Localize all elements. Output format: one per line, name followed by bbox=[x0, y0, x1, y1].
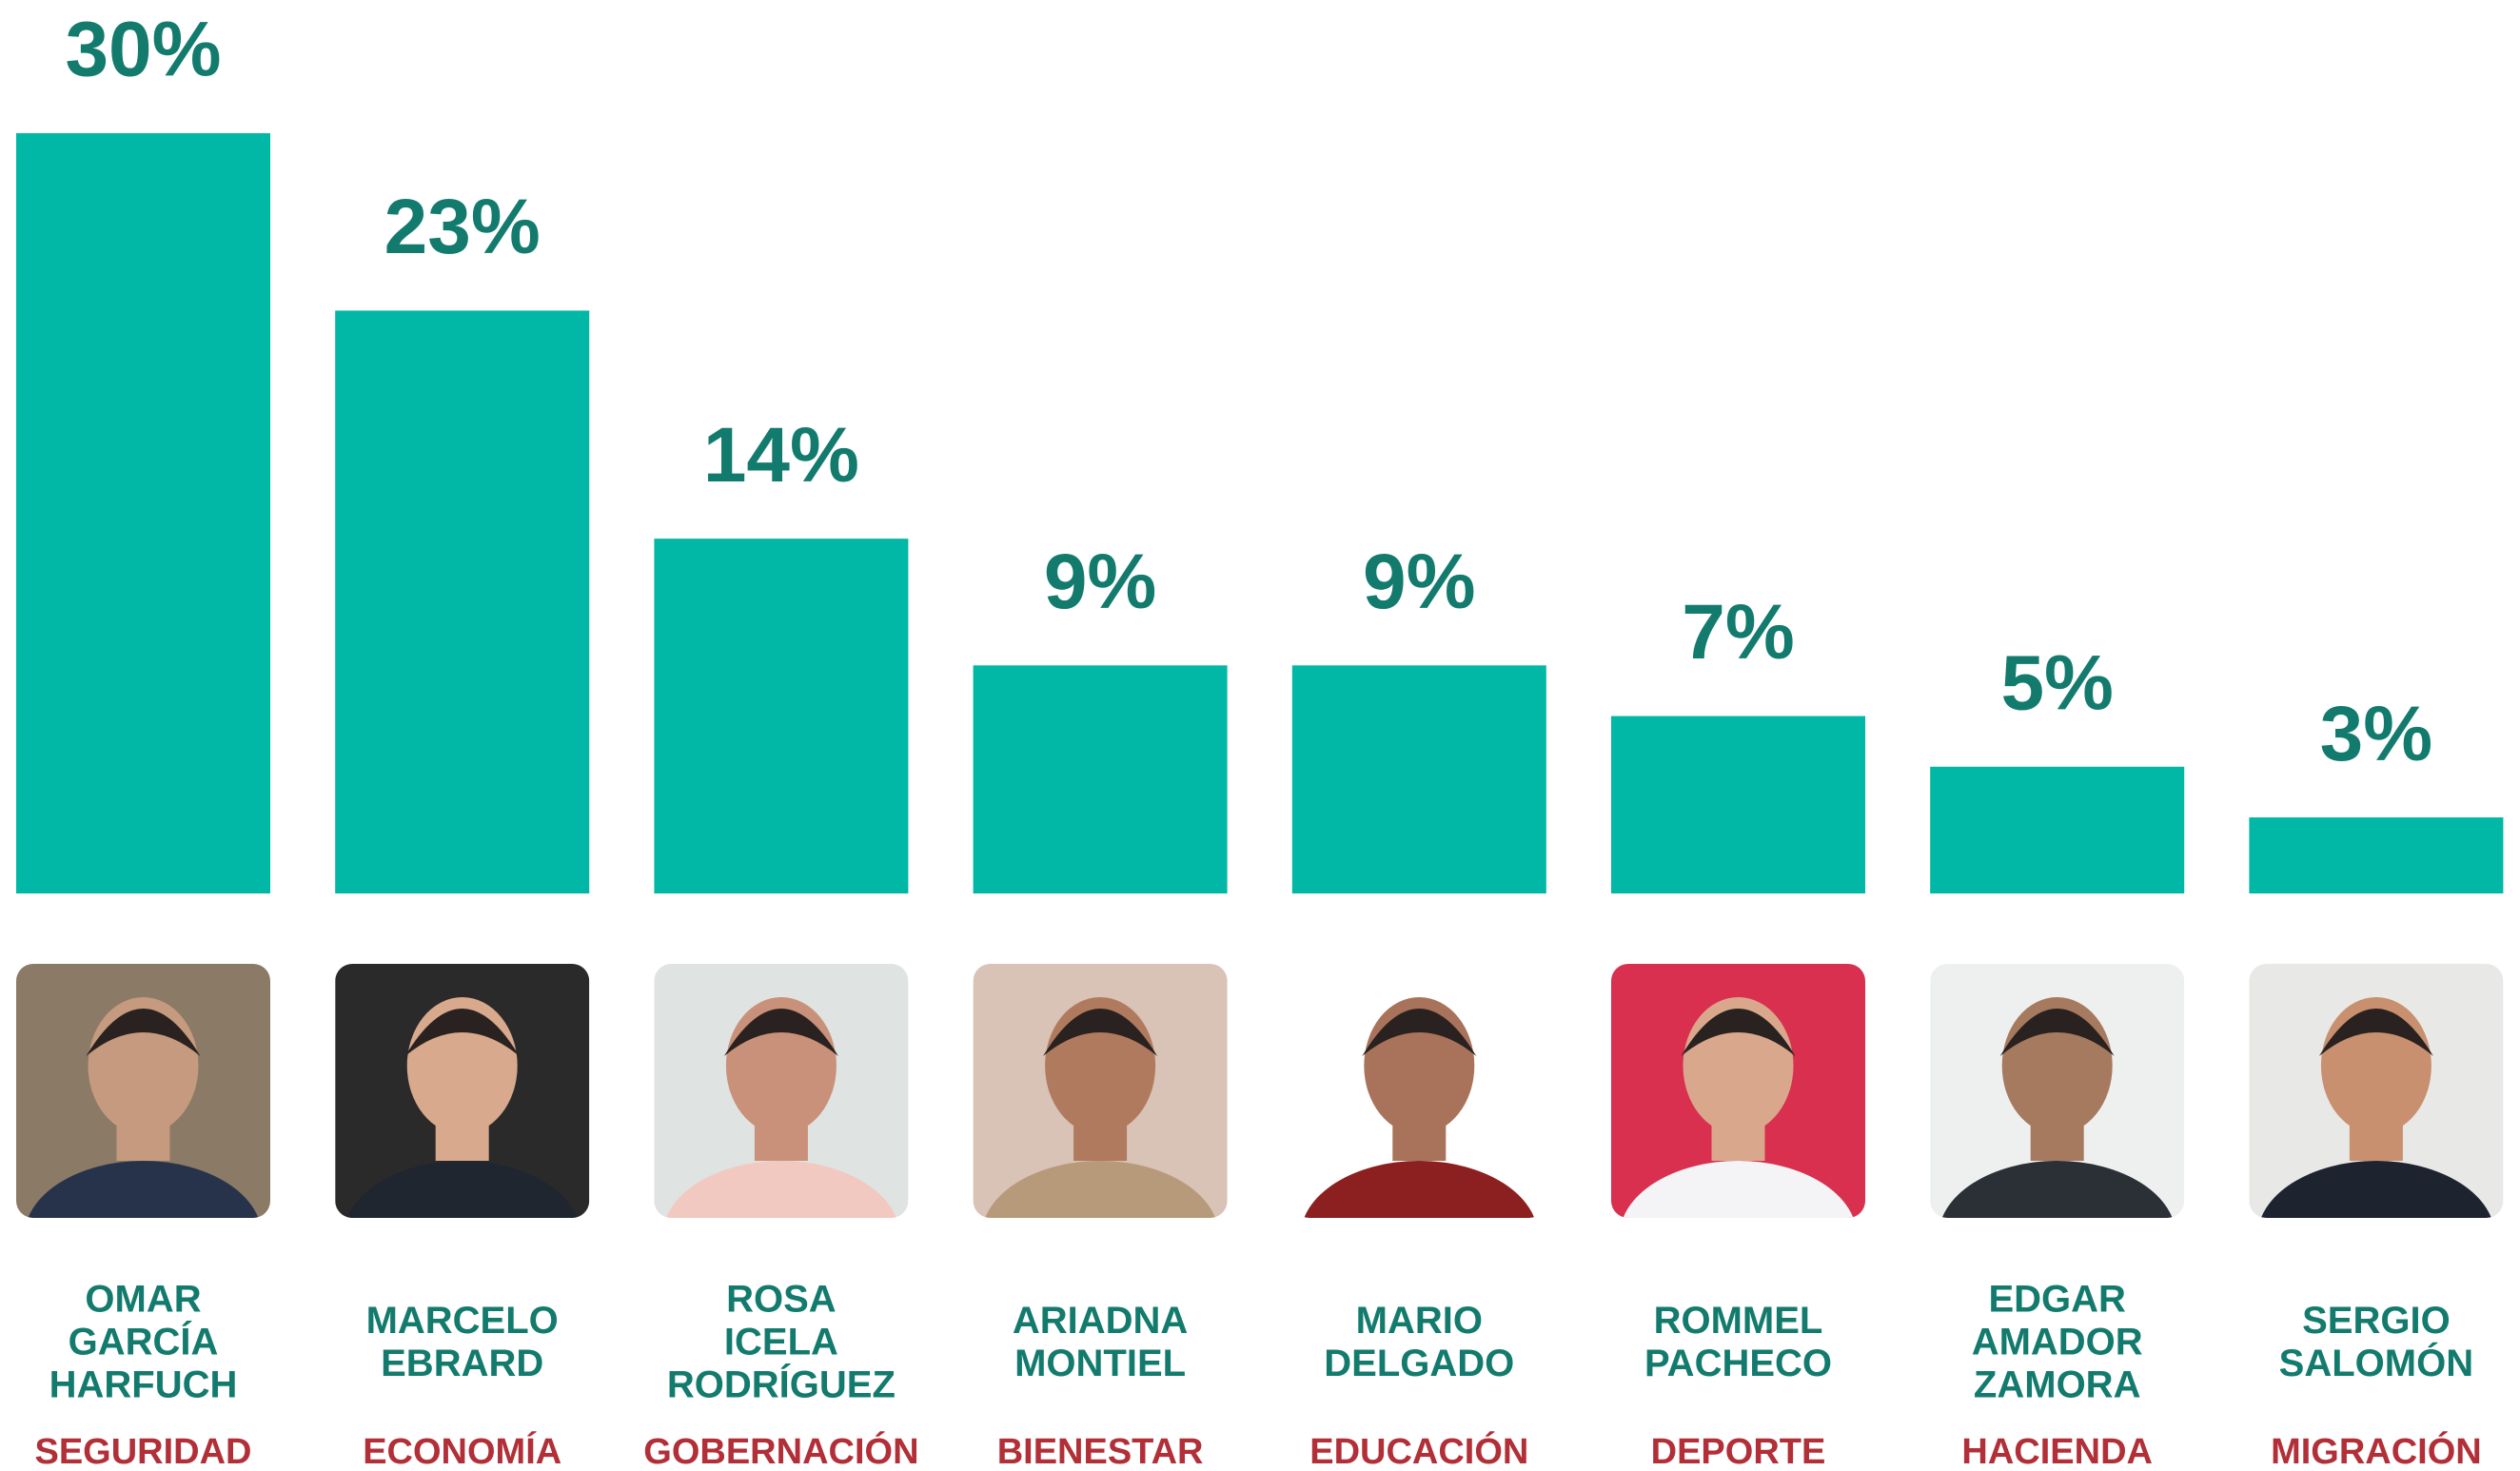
person-name: MONTIEL bbox=[1014, 1343, 1186, 1384]
value-label: 3% bbox=[2320, 691, 2433, 777]
bar bbox=[973, 665, 1228, 893]
person-name: EBRARD bbox=[381, 1343, 543, 1384]
photo-hair bbox=[404, 1009, 520, 1056]
photo-hair bbox=[86, 1009, 201, 1056]
category-label: DEPORTE bbox=[1651, 1432, 1826, 1471]
photo-hair bbox=[723, 1009, 838, 1056]
photo-hair bbox=[1043, 1009, 1158, 1056]
value-label: 7% bbox=[1682, 589, 1795, 676]
person-name: GARCÍA bbox=[69, 1321, 219, 1363]
person-name: ARIADNA bbox=[1013, 1300, 1188, 1342]
person-name: SALOMÓN bbox=[2279, 1341, 2473, 1384]
person-name: MARIO bbox=[1356, 1300, 1483, 1342]
person-name: ROMMEL bbox=[1654, 1300, 1823, 1342]
photo bbox=[2249, 964, 2504, 1218]
person-name: AMADOR bbox=[1972, 1322, 2143, 1363]
photo bbox=[973, 964, 1228, 1218]
photo-hair bbox=[2318, 1009, 2433, 1056]
photo-body bbox=[1938, 1161, 2176, 1218]
value-label: 5% bbox=[2000, 639, 2114, 726]
person-name: MARCELO bbox=[366, 1300, 559, 1342]
photo-content bbox=[16, 964, 270, 1218]
bar bbox=[2249, 817, 2504, 893]
bar bbox=[16, 133, 270, 893]
person-name: ICELA bbox=[724, 1322, 838, 1363]
photo-content bbox=[973, 964, 1228, 1218]
person-name: RODRÍGUEZ bbox=[667, 1363, 896, 1406]
value-label: 9% bbox=[1363, 539, 1476, 625]
person-name: OMAR bbox=[85, 1279, 201, 1321]
person-name: ZAMORA bbox=[1974, 1364, 2141, 1406]
photo-hair bbox=[1681, 1009, 1796, 1056]
photo-body bbox=[343, 1161, 581, 1218]
photo-body bbox=[2256, 1161, 2495, 1218]
photo-content bbox=[654, 964, 909, 1218]
photo-body bbox=[24, 1161, 263, 1218]
photo bbox=[654, 964, 909, 1218]
person-name: ROSA bbox=[726, 1279, 837, 1321]
photo-hair bbox=[1362, 1009, 1477, 1056]
photo-hair bbox=[1999, 1009, 2115, 1056]
photo-content bbox=[2249, 964, 2504, 1218]
bar bbox=[1291, 665, 1546, 893]
photo-body bbox=[1619, 1161, 1858, 1218]
person-name: DELGADO bbox=[1324, 1343, 1514, 1384]
photo bbox=[1291, 964, 1546, 1218]
category-label: BIENESTAR bbox=[997, 1432, 1204, 1471]
person-name: PACHECO bbox=[1644, 1343, 1832, 1384]
person-name: SERGIO bbox=[2302, 1300, 2451, 1342]
bar bbox=[1930, 766, 2185, 893]
bar bbox=[1611, 716, 1865, 893]
photo-content bbox=[1291, 964, 1546, 1218]
photo bbox=[1611, 964, 1865, 1218]
category-label: GOBERNACIÓN bbox=[643, 1430, 918, 1471]
photo bbox=[335, 964, 590, 1218]
category-label: HACIENDA bbox=[1961, 1432, 2153, 1471]
category-label: SEGURIDAD bbox=[34, 1432, 251, 1471]
photo bbox=[1930, 964, 2185, 1218]
photo bbox=[16, 964, 270, 1218]
value-label: 9% bbox=[1044, 539, 1157, 625]
photo-content bbox=[335, 964, 590, 1218]
value-label: 14% bbox=[703, 412, 859, 499]
person-name: HARFUCH bbox=[49, 1364, 238, 1406]
category-label: MIGRACIÓN bbox=[2271, 1430, 2482, 1471]
photo-content bbox=[1930, 964, 2185, 1218]
value-label: 23% bbox=[384, 184, 541, 270]
photo-body bbox=[981, 1161, 1220, 1218]
bar bbox=[335, 310, 590, 893]
photo-body bbox=[661, 1161, 900, 1218]
category-label: EDUCACIÓN bbox=[1309, 1430, 1528, 1471]
photo-body bbox=[1300, 1161, 1539, 1218]
category-label: ECONOMÍA bbox=[363, 1430, 561, 1471]
value-label: 30% bbox=[65, 7, 221, 93]
bar bbox=[654, 539, 909, 893]
photo-content bbox=[1611, 964, 1865, 1218]
person-name: EDGAR bbox=[1988, 1279, 2126, 1321]
